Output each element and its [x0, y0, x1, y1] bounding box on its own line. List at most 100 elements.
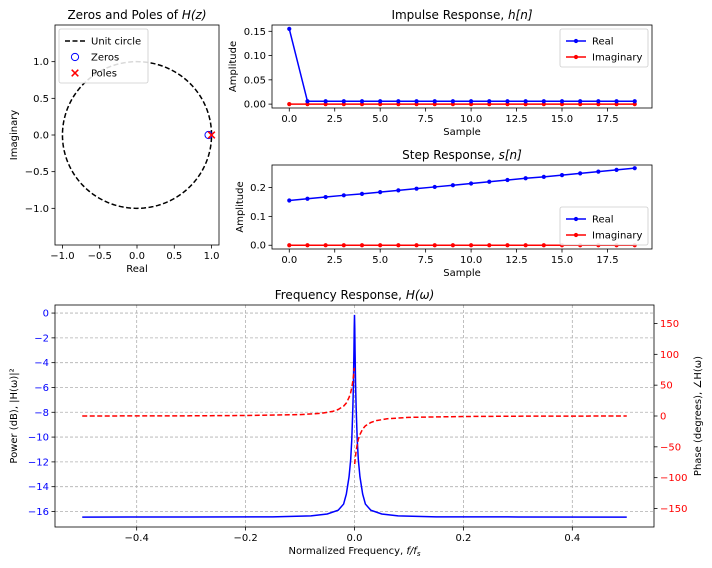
y2-tick-label: 100	[660, 350, 679, 361]
data-point-imaginary	[396, 243, 401, 248]
y-tick-label: −0.5	[25, 167, 49, 178]
chart-title-symbol: H(z)	[182, 8, 207, 22]
legend-label: Unit circle	[91, 37, 141, 48]
x-tick-label: 5.0	[372, 255, 388, 266]
x-tick-label: 17.5	[596, 114, 618, 125]
data-point-real	[450, 99, 456, 104]
chart-title: Frequency Response, H(ω)	[275, 288, 435, 302]
zeros-poles-axes-frame	[54, 24, 220, 246]
data-point-real	[432, 99, 437, 104]
x-tick-label: 2.5	[327, 114, 343, 125]
chart-title-symbol: h[n]	[508, 8, 533, 22]
data-point-real	[341, 193, 346, 198]
y-tick-label: −16	[28, 507, 49, 518]
chart-title-symbol: s[n]	[499, 148, 523, 162]
data-point-imaginary	[468, 243, 474, 248]
y-tick-label: −2	[34, 333, 49, 344]
data-point-real	[287, 198, 292, 203]
y-tick-label: 0.15	[244, 27, 266, 38]
chart-title-symbol: H(ω)	[406, 288, 434, 302]
legend-label: Zeros	[91, 53, 119, 64]
data-point-real	[578, 99, 583, 104]
y-tick-label: −6	[34, 383, 49, 394]
data-point-real	[541, 174, 546, 179]
x-tick-label: 0.0	[347, 533, 363, 544]
frequency-response-chart: −0.4 −0.2 0.0 0.2 0.4 0 −2 −4 −6 −8 −10 −12 −14 −16 15…	[9, 288, 704, 558]
data-point-real	[541, 99, 546, 104]
legend-label: Poles	[91, 69, 117, 80]
data-point-real	[432, 184, 437, 190]
y2-tick-label: 0	[660, 412, 666, 423]
data-point-real	[523, 176, 528, 181]
data-point-real	[323, 99, 328, 104]
x-tick-label: −0.5	[88, 251, 112, 262]
data-point-real	[287, 26, 292, 31]
chart-title-text: Step Response,	[402, 148, 498, 162]
legend-swatch-marker	[573, 54, 579, 60]
x-axis-label: Real	[126, 264, 148, 275]
y-tick-label: 0.2	[250, 183, 266, 194]
data-point-real	[305, 196, 310, 201]
phase-line	[82, 367, 356, 417]
data-point-imaginary	[414, 243, 419, 248]
data-point-real	[305, 99, 310, 104]
y-tick-label: 0.0	[33, 131, 49, 142]
x-tick-label: 2.5	[327, 255, 343, 266]
data-point-real	[396, 99, 401, 104]
y-tick-label: 0.1	[250, 212, 266, 223]
chart-title: Impulse Response, h[n]	[391, 8, 532, 22]
data-point-imaginary	[305, 243, 310, 248]
y2-tick-label: −150	[660, 504, 687, 515]
x-tick-label: 10.0	[460, 114, 482, 125]
x-tick-label: 17.5	[596, 255, 618, 266]
chart-title-text: Impulse Response,	[391, 8, 508, 22]
y-axis-label: Power (dB), |H(ω)|²	[9, 368, 20, 463]
x-tick-label: 0.5	[166, 251, 182, 262]
zeros-poles-chart: −1.0 −0.5 0.0 0.5 1.0 −1.0 −0.5 0.0 0.5 1.0 Zeros …	[9, 8, 219, 275]
x-tick-label: 0.0	[281, 255, 297, 266]
data-point-real	[468, 99, 474, 104]
data-point-real	[378, 190, 383, 195]
data-point-real	[523, 99, 528, 104]
x-axis-label: Sample	[443, 268, 481, 279]
legend-swatch-marker	[70, 52, 80, 62]
data-point-real	[487, 179, 492, 184]
data-point-real	[341, 99, 346, 104]
y-tick-label: −12	[28, 457, 49, 468]
x-tick-label: 15.0	[551, 255, 573, 266]
data-point-imaginary	[505, 243, 510, 248]
data-point-real	[359, 99, 365, 104]
y-tick-label: 0.5	[33, 94, 49, 105]
data-point-real	[414, 186, 419, 191]
step-axes-frame	[271, 164, 653, 250]
data-point-real	[396, 188, 401, 193]
x-tick-label: 12.5	[505, 255, 527, 266]
x-tick-label: 7.5	[418, 255, 434, 266]
data-point-imaginary	[523, 243, 528, 248]
pole-marker	[207, 131, 216, 139]
x-tick-label: 7.5	[418, 114, 434, 125]
legend-swatch-marker	[71, 69, 79, 77]
data-point-real	[614, 167, 619, 173]
data-point-real	[578, 171, 583, 176]
legend-swatch-marker	[573, 38, 579, 44]
data-point-imaginary	[341, 243, 346, 248]
data-point-real	[378, 99, 383, 104]
legend-label: Imaginary	[592, 231, 643, 242]
legend-box	[58, 28, 149, 84]
data-point-imaginary	[287, 243, 292, 248]
data-point-real	[632, 99, 637, 104]
x-tick-label: 0.2	[455, 533, 471, 544]
chart-title: Zeros and Poles of H(z)	[67, 8, 206, 22]
x-tick-label: 10.0	[460, 255, 482, 266]
legend-label: Imaginary	[592, 53, 643, 64]
data-point-imaginary	[450, 243, 456, 248]
x-tick-label: −0.4	[125, 533, 149, 544]
y2-tick-label: −50	[660, 442, 681, 453]
data-point-imaginary	[432, 243, 437, 248]
x-tick-label: 15.0	[551, 114, 573, 125]
y2-tick-label: −100	[660, 473, 687, 484]
y-tick-label: 1.0	[33, 57, 49, 68]
legend-swatch-marker	[573, 232, 579, 238]
